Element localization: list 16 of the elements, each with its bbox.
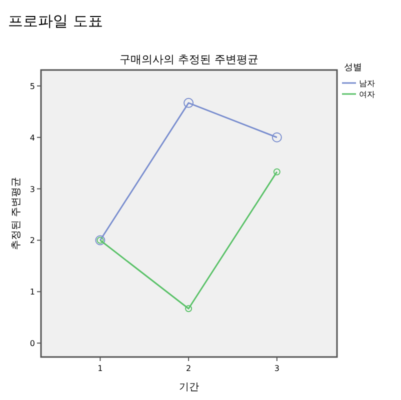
xlabel: 기간 xyxy=(179,382,199,393)
title: 프로파일 도표 xyxy=(8,12,103,30)
ytick: 2 xyxy=(30,236,35,246)
ytick: 4 xyxy=(30,133,35,142)
xtick: 1 xyxy=(98,364,103,373)
ytick: 3 xyxy=(30,184,35,194)
ytick: 1 xyxy=(30,288,35,297)
xtick: 2 xyxy=(186,364,192,373)
legend-label: 여자 xyxy=(359,90,375,99)
ytick: 5 xyxy=(30,82,35,91)
xtick: 3 xyxy=(274,364,280,373)
legend-label: 남자 xyxy=(359,79,375,88)
subtitle: 구매의사의 추정된 주변평균 xyxy=(120,53,258,66)
legend-title: 성별 xyxy=(344,63,362,73)
ylabel: 추정된 주변평균 xyxy=(11,176,22,250)
ytick: 0 xyxy=(30,339,35,348)
